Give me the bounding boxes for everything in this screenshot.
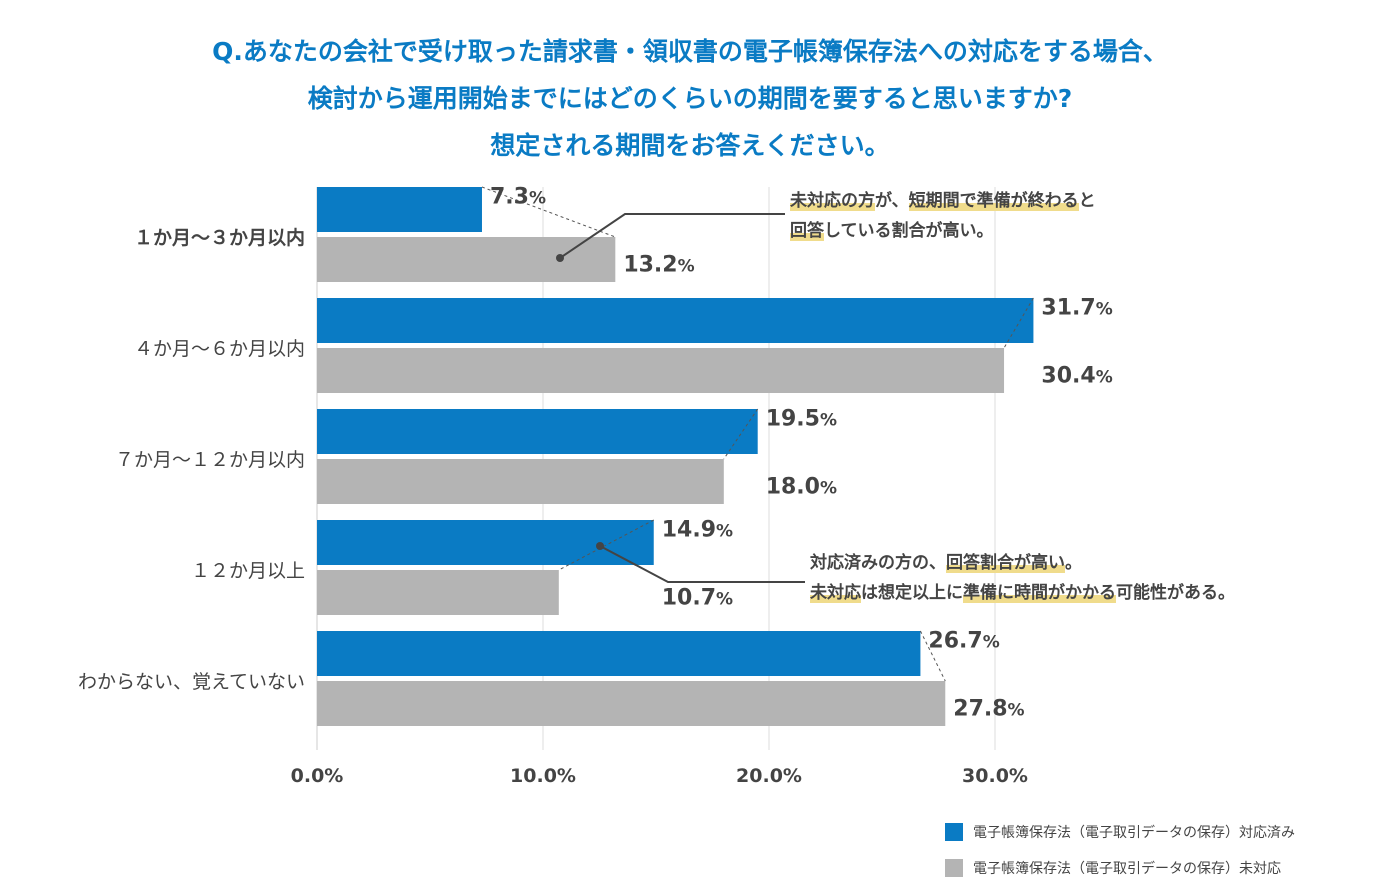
- annotation-text: 準備に時間がかかる: [963, 583, 1116, 603]
- x-tick-label: 20.0%: [736, 765, 802, 787]
- leader-line: [559, 213, 785, 259]
- connector-line: [723, 408, 759, 460]
- bar: [317, 409, 758, 454]
- category-label: １か月〜３か月以内: [134, 226, 305, 249]
- x-tick-label: 10.0%: [510, 765, 576, 787]
- annotation-text: 短期間で準備が終わる: [908, 191, 1079, 211]
- data-label: 30.4%: [1041, 364, 1112, 389]
- annotation-1: 未対応の方が、短期間で準備が終わると 回答している割合が高い。: [790, 186, 1096, 246]
- data-label: 10.7%: [662, 586, 733, 611]
- bar: [317, 298, 1034, 343]
- annotation-text: 未対応の方: [790, 191, 875, 211]
- category-label: ４か月〜６か月以内: [134, 338, 305, 360]
- leader-line: [599, 545, 805, 583]
- leader-dot: [596, 542, 604, 550]
- legend: 電子帳簿保存法（電子取引データの保存）対応済み 電子帳簿保存法（電子取引データの…: [945, 814, 1295, 886]
- category-label: ７か月〜１２か月以内: [115, 449, 305, 471]
- annotation-line: 対応済みの方の、回答割合が高い。: [810, 548, 1235, 578]
- annotation-text: 可能性がある。: [1116, 583, 1235, 603]
- data-label: 13.2%: [623, 253, 694, 278]
- bar: [317, 237, 616, 282]
- bar: [317, 520, 654, 565]
- data-label: 7.3%: [490, 185, 546, 210]
- legend-swatch: [945, 823, 963, 841]
- bar: [317, 631, 921, 676]
- bar: [317, 187, 482, 232]
- x-tick-label: 0.0%: [291, 765, 344, 787]
- data-label: 18.0%: [766, 475, 837, 500]
- annotation-text: 。: [1065, 553, 1082, 573]
- leader-dot: [556, 254, 564, 262]
- annotation-line: 未対応の方が、短期間で準備が終わると: [790, 186, 1096, 216]
- annotation-text: が、: [875, 191, 909, 211]
- data-label: 19.5%: [766, 407, 837, 432]
- x-tick-label: 30.0%: [962, 765, 1028, 787]
- legend-item-done: 電子帳簿保存法（電子取引データの保存）対応済み: [945, 814, 1295, 850]
- annotation-line: 回答している割合が高い。: [790, 216, 1096, 246]
- title-line-2: 検討から運用開始までにはどのくらいの期間を要すると思いますか?: [307, 84, 1073, 113]
- chart-title: Q.あなたの会社で受け取った請求書・領収書の電子帳簿保存法への対応をする場合、 …: [0, 28, 1380, 169]
- title-line-1: Q.あなたの会社で受け取った請求書・領収書の電子帳簿保存法への対応をする場合、: [212, 37, 1168, 66]
- legend-label: 電子帳簿保存法（電子取引データの保存）対応済み: [973, 825, 1295, 841]
- legend-item-not-done: 電子帳簿保存法（電子取引データの保存）未対応: [945, 850, 1295, 886]
- legend-swatch: [945, 859, 963, 877]
- data-label: 31.7%: [1041, 296, 1112, 321]
- data-label: 26.7%: [928, 629, 999, 654]
- legend-label: 電子帳簿保存法（電子取引データの保存）未対応: [973, 861, 1281, 877]
- bar: [317, 459, 724, 504]
- annotation-text: 未対応: [810, 583, 861, 603]
- data-label: 14.9%: [662, 518, 733, 543]
- bar: [317, 681, 946, 726]
- bar: [317, 348, 1005, 393]
- annotation-text: している割合が高い。: [824, 221, 994, 241]
- annotation-text: 回答: [790, 221, 824, 241]
- annotation-text: 対応済みの方の、: [810, 553, 946, 573]
- title-line-3: 想定される期間をお答えください。: [490, 131, 890, 160]
- data-label: 27.8%: [953, 697, 1024, 722]
- category-label: １２か月以上: [191, 560, 305, 582]
- category-label: わからない、覚えていない: [78, 671, 305, 693]
- annotation-line: 未対応は想定以上に準備に時間がかかる可能性がある。: [810, 578, 1235, 608]
- annotation-text: は想定以上に: [861, 583, 963, 603]
- bar: [317, 570, 559, 615]
- annotation-text: と: [1078, 191, 1096, 211]
- annotation-2: 対応済みの方の、回答割合が高い。 未対応は想定以上に準備に時間がかかる可能性がある…: [810, 548, 1235, 608]
- connector-line: [1003, 297, 1034, 349]
- annotation-text: 回答割合が高い: [946, 553, 1065, 573]
